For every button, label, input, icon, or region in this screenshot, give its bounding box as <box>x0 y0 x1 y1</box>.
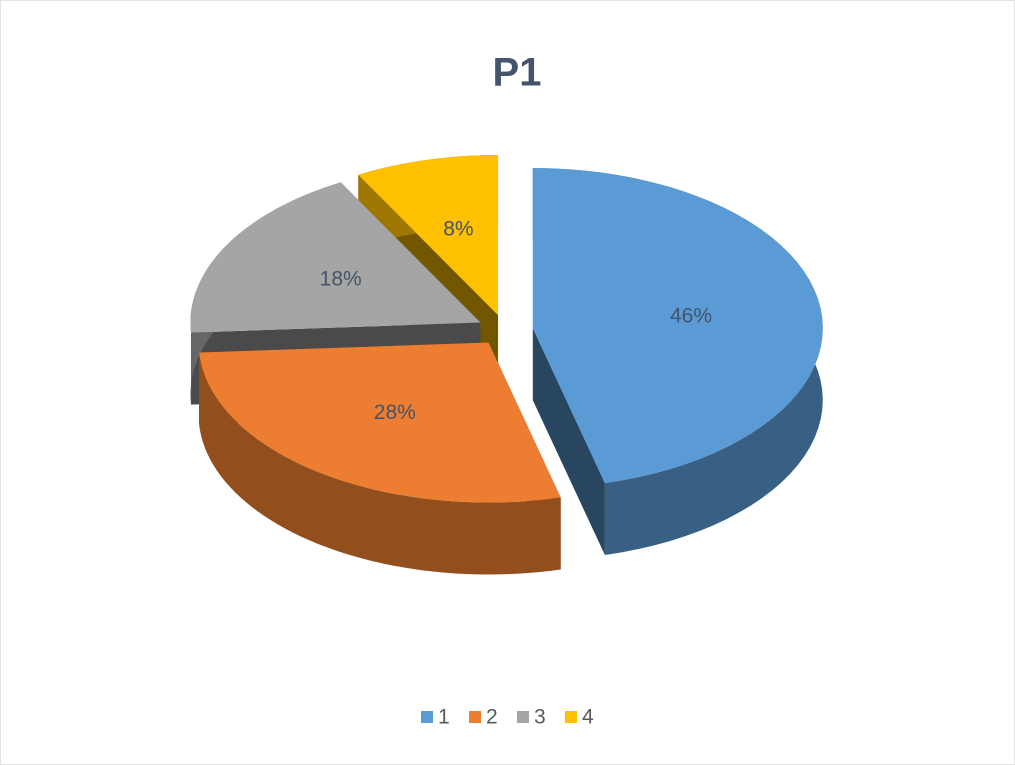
legend-label: 3 <box>534 706 546 729</box>
data-label: 18% <box>320 268 362 291</box>
pie-slice <box>532 168 823 556</box>
data-label: 28% <box>374 401 416 424</box>
data-label: 8% <box>443 217 473 240</box>
slice-wall <box>532 328 605 556</box>
data-label: 46% <box>670 305 712 328</box>
slice-top <box>532 168 823 484</box>
pie-slice <box>199 342 561 575</box>
legend-swatch <box>517 711 529 723</box>
legend-swatch <box>565 711 577 723</box>
slice-top <box>190 182 481 333</box>
legend-swatch <box>469 711 481 723</box>
legend-label: 1 <box>438 706 450 729</box>
slice-side <box>199 352 561 575</box>
chart-title: P1 <box>493 51 542 95</box>
legend-swatch <box>421 711 433 723</box>
slice-top <box>199 342 561 503</box>
legend-label: 2 <box>486 706 498 729</box>
slice-top <box>358 155 499 316</box>
legend-label: 4 <box>582 706 594 729</box>
